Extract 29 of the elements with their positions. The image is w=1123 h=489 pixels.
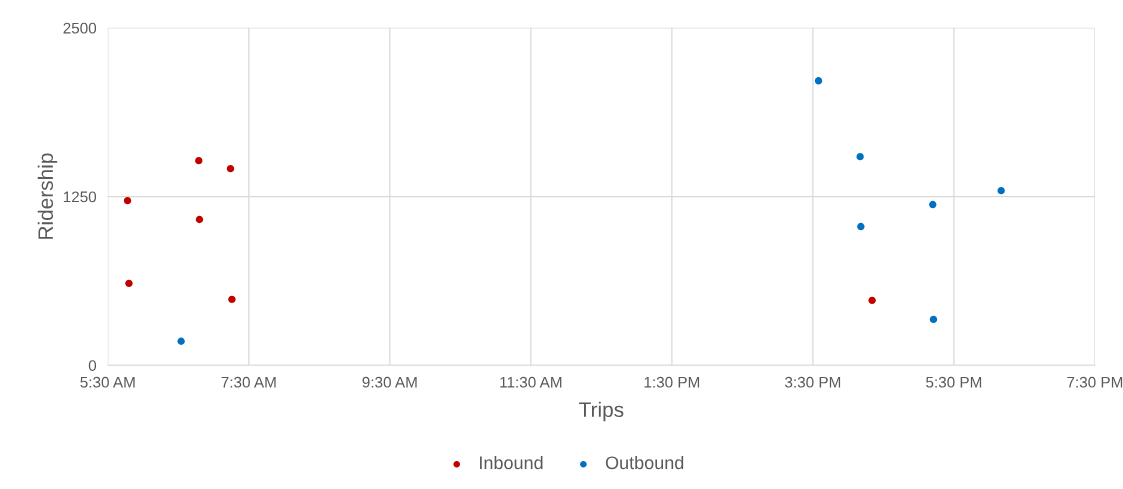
x-tick-label: 7:30 AM: [221, 376, 276, 388]
point: [226, 164, 235, 173]
point: [228, 295, 236, 304]
legend-label: Outbound: [605, 455, 684, 470]
point: [856, 152, 864, 161]
point: [997, 186, 1005, 195]
point: [195, 215, 204, 224]
x-tick-label: 9:30 AM: [362, 376, 417, 388]
y-tick-label: 1250: [63, 191, 97, 203]
point: [177, 337, 185, 345]
y-tick-label: 0: [88, 360, 97, 371]
point: [929, 200, 937, 209]
x-tick-label: 5:30 AM: [80, 376, 135, 388]
y-tick-label: 2500: [63, 22, 97, 34]
point: [125, 279, 133, 288]
y-axis-title: Ridership: [37, 153, 58, 239]
point: [814, 77, 823, 85]
x-tick-label: 3:30 PM: [785, 376, 841, 388]
point: [929, 315, 938, 324]
x-axis-title: Trips: [579, 401, 624, 422]
point: [195, 157, 203, 165]
x-tick-label: 1:30 PM: [644, 376, 700, 388]
x-tick-label: 7:30 PM: [1067, 376, 1123, 388]
point: [868, 296, 876, 305]
x-tick-label: 11:30 AM: [500, 376, 562, 388]
legend-label: Inbound: [480, 455, 543, 470]
x-tick-label: 5:30 PM: [926, 376, 982, 388]
point: [857, 222, 865, 231]
point: [123, 196, 132, 205]
